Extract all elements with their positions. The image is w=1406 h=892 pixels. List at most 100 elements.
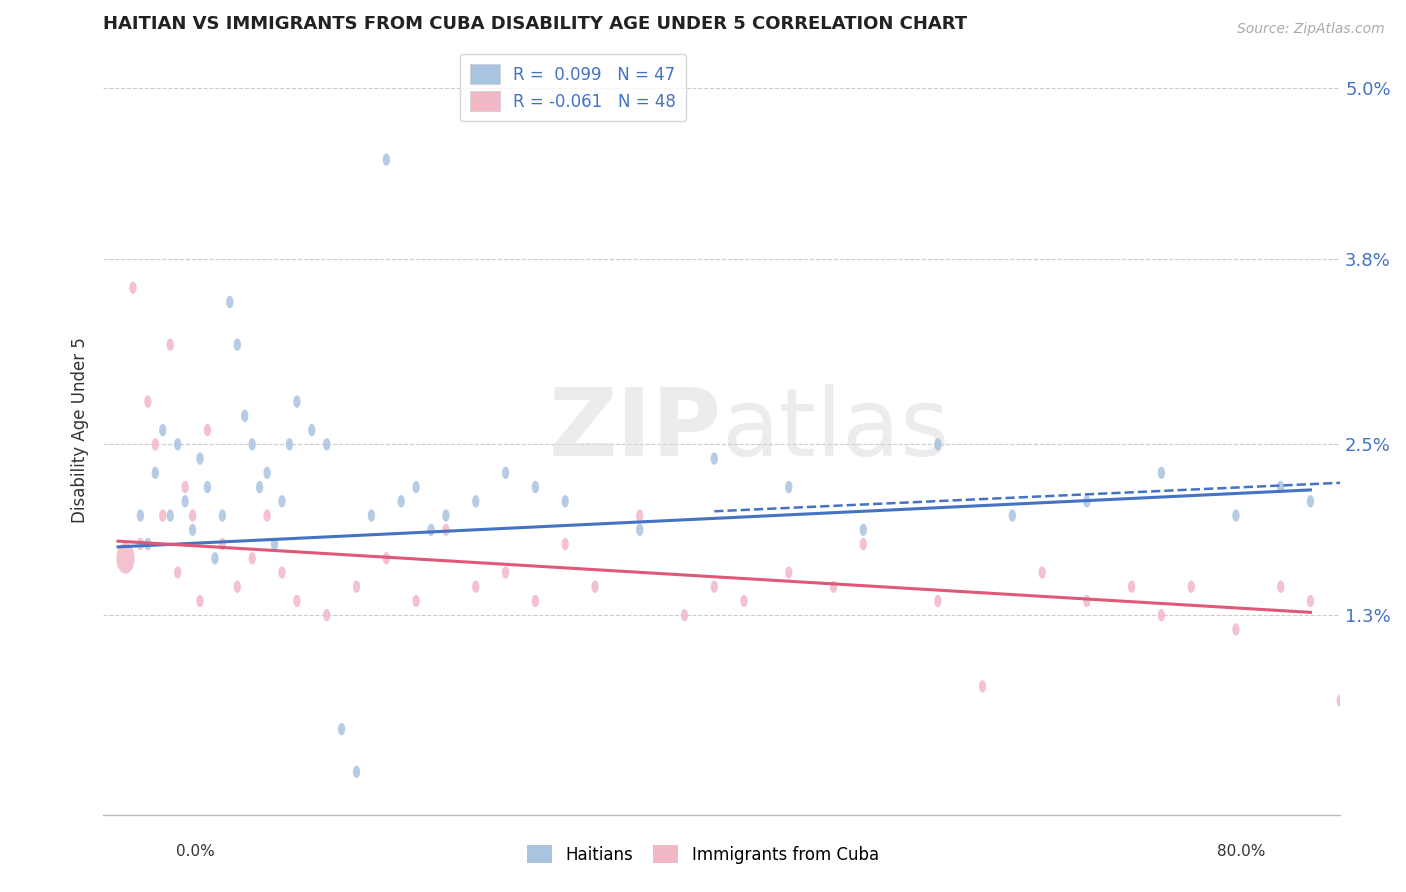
Point bbox=[1076, 594, 1098, 608]
Point bbox=[226, 337, 249, 351]
Point bbox=[129, 508, 152, 523]
Point bbox=[375, 153, 398, 167]
Point bbox=[285, 394, 308, 409]
Point bbox=[1374, 608, 1396, 623]
Point bbox=[315, 608, 337, 623]
Point bbox=[197, 423, 219, 437]
Point bbox=[211, 537, 233, 551]
Point bbox=[181, 523, 204, 537]
Point bbox=[554, 537, 576, 551]
Point bbox=[181, 508, 204, 523]
Point bbox=[346, 580, 368, 594]
Point bbox=[434, 508, 457, 523]
Point bbox=[1225, 508, 1247, 523]
Point bbox=[240, 437, 263, 451]
Point bbox=[301, 423, 323, 437]
Point bbox=[114, 551, 136, 566]
Point bbox=[188, 451, 211, 466]
Point bbox=[420, 523, 443, 537]
Point bbox=[285, 594, 308, 608]
Point bbox=[346, 764, 368, 779]
Point bbox=[204, 551, 226, 566]
Point bbox=[703, 580, 725, 594]
Point bbox=[1329, 693, 1351, 707]
Point bbox=[927, 437, 949, 451]
Point bbox=[778, 480, 800, 494]
Point bbox=[197, 480, 219, 494]
Point bbox=[1121, 580, 1143, 594]
Point bbox=[628, 508, 651, 523]
Point bbox=[256, 466, 278, 480]
Point bbox=[1076, 494, 1098, 508]
Point bbox=[1299, 494, 1322, 508]
Point bbox=[263, 537, 285, 551]
Point bbox=[1270, 480, 1292, 494]
Point bbox=[240, 551, 263, 566]
Point bbox=[1001, 508, 1024, 523]
Point bbox=[256, 508, 278, 523]
Text: 0.0%: 0.0% bbox=[176, 845, 215, 859]
Point bbox=[1031, 566, 1053, 580]
Point bbox=[278, 437, 301, 451]
Point bbox=[1150, 608, 1173, 623]
Point bbox=[554, 494, 576, 508]
Point bbox=[159, 337, 181, 351]
Point bbox=[174, 480, 197, 494]
Point bbox=[136, 394, 159, 409]
Point bbox=[524, 594, 547, 608]
Point bbox=[583, 580, 606, 594]
Point bbox=[852, 523, 875, 537]
Point bbox=[703, 451, 725, 466]
Point bbox=[143, 466, 166, 480]
Point bbox=[249, 480, 271, 494]
Point bbox=[152, 508, 174, 523]
Point bbox=[464, 494, 486, 508]
Point bbox=[166, 566, 188, 580]
Point bbox=[1270, 580, 1292, 594]
Point bbox=[174, 494, 197, 508]
Text: HAITIAN VS IMMIGRANTS FROM CUBA DISABILITY AGE UNDER 5 CORRELATION CHART: HAITIAN VS IMMIGRANTS FROM CUBA DISABILI… bbox=[103, 15, 967, 33]
Point bbox=[143, 437, 166, 451]
Point bbox=[330, 722, 353, 736]
Point bbox=[360, 508, 382, 523]
Point bbox=[166, 437, 188, 451]
Point bbox=[434, 523, 457, 537]
Text: Source: ZipAtlas.com: Source: ZipAtlas.com bbox=[1237, 22, 1385, 37]
Point bbox=[159, 508, 181, 523]
Legend: R =  0.099   N = 47, R = -0.061   N = 48: R = 0.099 N = 47, R = -0.061 N = 48 bbox=[460, 54, 686, 121]
Point bbox=[211, 508, 233, 523]
Point bbox=[271, 566, 294, 580]
Point bbox=[972, 680, 994, 694]
Point bbox=[129, 537, 152, 551]
Point bbox=[673, 608, 696, 623]
Point bbox=[495, 566, 517, 580]
Point bbox=[852, 537, 875, 551]
Point bbox=[1225, 623, 1247, 637]
Text: ZIP: ZIP bbox=[548, 384, 721, 476]
Point bbox=[152, 423, 174, 437]
Point bbox=[405, 594, 427, 608]
Point bbox=[315, 437, 337, 451]
Text: atlas: atlas bbox=[721, 384, 950, 476]
Point bbox=[271, 494, 294, 508]
Point bbox=[1299, 594, 1322, 608]
Point bbox=[524, 480, 547, 494]
Point bbox=[375, 551, 398, 566]
Legend: Haitians, Immigrants from Cuba: Haitians, Immigrants from Cuba bbox=[520, 838, 886, 871]
Point bbox=[218, 295, 240, 310]
Point bbox=[226, 580, 249, 594]
Y-axis label: Disability Age Under 5: Disability Age Under 5 bbox=[72, 337, 89, 523]
Point bbox=[1150, 466, 1173, 480]
Point bbox=[405, 480, 427, 494]
Point bbox=[628, 523, 651, 537]
Point bbox=[495, 466, 517, 480]
Point bbox=[778, 566, 800, 580]
Point bbox=[823, 580, 845, 594]
Point bbox=[389, 494, 412, 508]
Point bbox=[733, 594, 755, 608]
Point bbox=[1180, 580, 1202, 594]
Point bbox=[136, 537, 159, 551]
Point bbox=[233, 409, 256, 423]
Point bbox=[927, 594, 949, 608]
Point bbox=[122, 281, 145, 295]
